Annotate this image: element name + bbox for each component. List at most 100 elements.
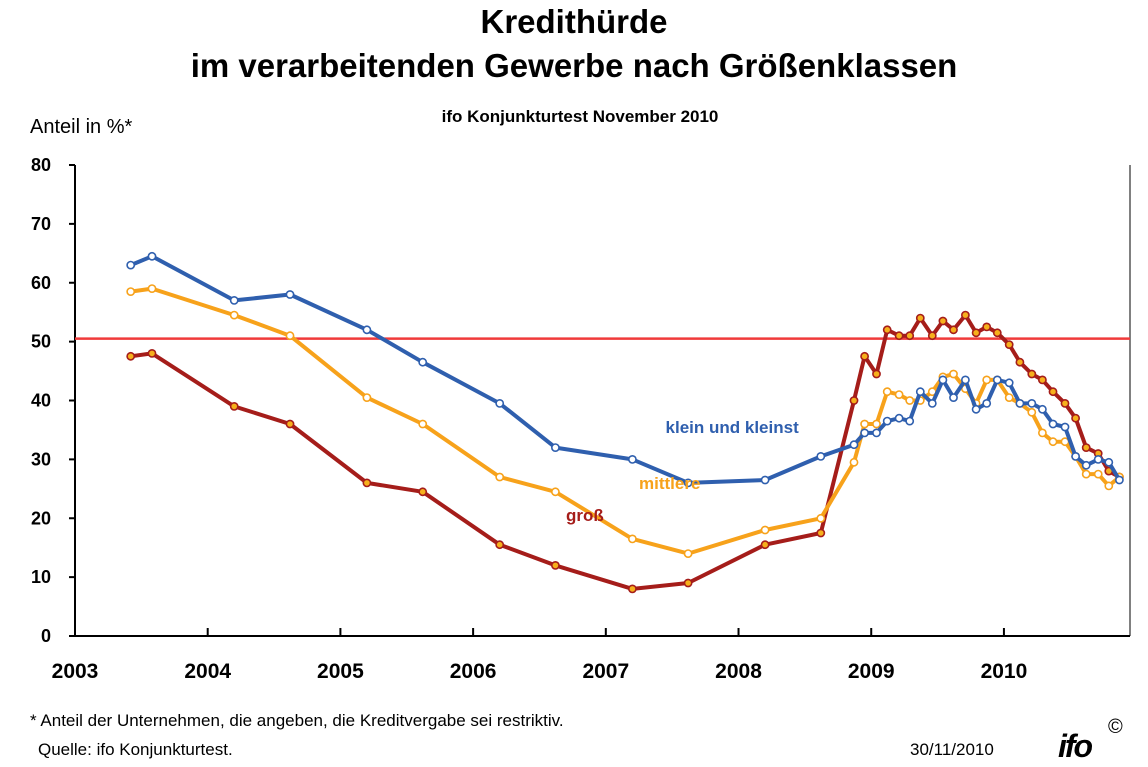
data-point <box>905 396 915 405</box>
data-point <box>362 478 372 488</box>
y-tick-label: 30 <box>31 449 51 469</box>
data-point <box>1104 481 1114 491</box>
data-point <box>418 419 428 429</box>
data-point <box>147 284 157 293</box>
data-point <box>1038 375 1047 385</box>
data-point <box>362 325 372 335</box>
data-point <box>285 419 295 429</box>
data-point <box>229 401 239 411</box>
data-point <box>1038 404 1047 414</box>
data-point <box>1004 378 1014 388</box>
data-point <box>126 287 136 296</box>
data-point <box>915 313 925 323</box>
chart-title-line-1: Kredithürde <box>480 3 668 40</box>
data-point <box>905 416 915 426</box>
y-tick-label: 70 <box>31 214 51 234</box>
chart-title-line-2: im verarbeitenden Gewerbe nach Größenkla… <box>190 47 958 84</box>
y-tick-label: 20 <box>31 508 51 528</box>
y-tick-label: 0 <box>41 626 51 646</box>
series-label: mittlere <box>639 474 700 493</box>
y-tick-label: 40 <box>31 391 51 411</box>
data-point <box>1004 340 1014 349</box>
data-point <box>628 454 637 464</box>
data-point <box>683 478 693 488</box>
data-point <box>760 475 770 485</box>
data-point <box>760 540 770 550</box>
data-point <box>1015 398 1025 408</box>
data-point <box>495 540 505 550</box>
series-line <box>128 254 1122 485</box>
data-point <box>1060 422 1070 432</box>
data-point <box>126 351 136 361</box>
data-point <box>816 528 826 538</box>
data-point <box>229 310 239 320</box>
x-tick-label: 2003 <box>52 660 99 683</box>
data-point <box>971 328 981 338</box>
data-point <box>760 525 770 535</box>
data-point <box>1048 419 1058 429</box>
publication-date: 30/11/2010 <box>910 740 994 759</box>
y-axis-label: Anteil in %* <box>30 116 133 138</box>
data-point <box>882 416 892 426</box>
data-point <box>1081 443 1091 452</box>
data-point <box>849 396 859 405</box>
data-point <box>285 331 295 341</box>
data-point <box>949 369 958 379</box>
y-tick-label: 60 <box>31 273 51 293</box>
data-point <box>1048 387 1058 397</box>
data-point <box>1048 437 1058 447</box>
data-point <box>1104 457 1114 467</box>
x-tick-label: 2010 <box>981 660 1028 683</box>
data-point <box>1027 369 1037 379</box>
data-point <box>849 457 859 467</box>
data-point <box>495 398 505 408</box>
data-point <box>551 561 560 570</box>
data-point <box>551 443 560 452</box>
data-point <box>949 325 958 335</box>
data-point <box>683 549 693 558</box>
data-point <box>816 513 826 523</box>
data-point <box>938 316 948 326</box>
source-note: Quelle: ifo Konjunkturtest. <box>38 740 233 759</box>
data-point <box>927 398 937 408</box>
data-point <box>147 348 157 358</box>
data-point <box>894 331 904 341</box>
data-point <box>1115 475 1124 485</box>
data-point <box>816 451 826 461</box>
data-point <box>551 487 560 497</box>
data-point <box>147 251 157 261</box>
series-label: groß <box>566 506 604 525</box>
data-point <box>1038 428 1047 438</box>
data-point <box>849 440 859 450</box>
data-point <box>961 375 970 385</box>
data-point <box>949 393 958 402</box>
data-point <box>1093 469 1103 479</box>
data-point <box>872 369 881 379</box>
data-point <box>1081 460 1091 470</box>
x-tick-label: 2009 <box>848 660 895 683</box>
data-point <box>1004 393 1014 402</box>
x-tick-label: 2007 <box>582 660 629 683</box>
data-point <box>229 295 239 305</box>
data-point <box>872 419 881 429</box>
data-point <box>860 419 869 429</box>
data-point <box>1027 407 1037 417</box>
footnote: * Anteil der Unternehmen, die angeben, d… <box>30 711 564 730</box>
data-point <box>882 325 892 335</box>
ifo-logo: ifo <box>1058 728 1093 765</box>
data-point <box>628 534 637 544</box>
data-point <box>285 290 295 299</box>
data-point <box>894 390 904 399</box>
data-point <box>860 351 869 361</box>
x-tick-label: 2006 <box>450 660 497 683</box>
data-point <box>1060 398 1070 408</box>
data-point <box>860 428 869 438</box>
data-point <box>927 331 937 341</box>
y-tick-label: 10 <box>31 567 51 587</box>
copyright-icon: © <box>1108 716 1123 738</box>
data-point <box>982 398 992 408</box>
chart-subtitle: ifo Konjunkturtest November 2010 <box>441 107 719 126</box>
data-point <box>1027 398 1037 408</box>
data-point <box>915 387 925 397</box>
